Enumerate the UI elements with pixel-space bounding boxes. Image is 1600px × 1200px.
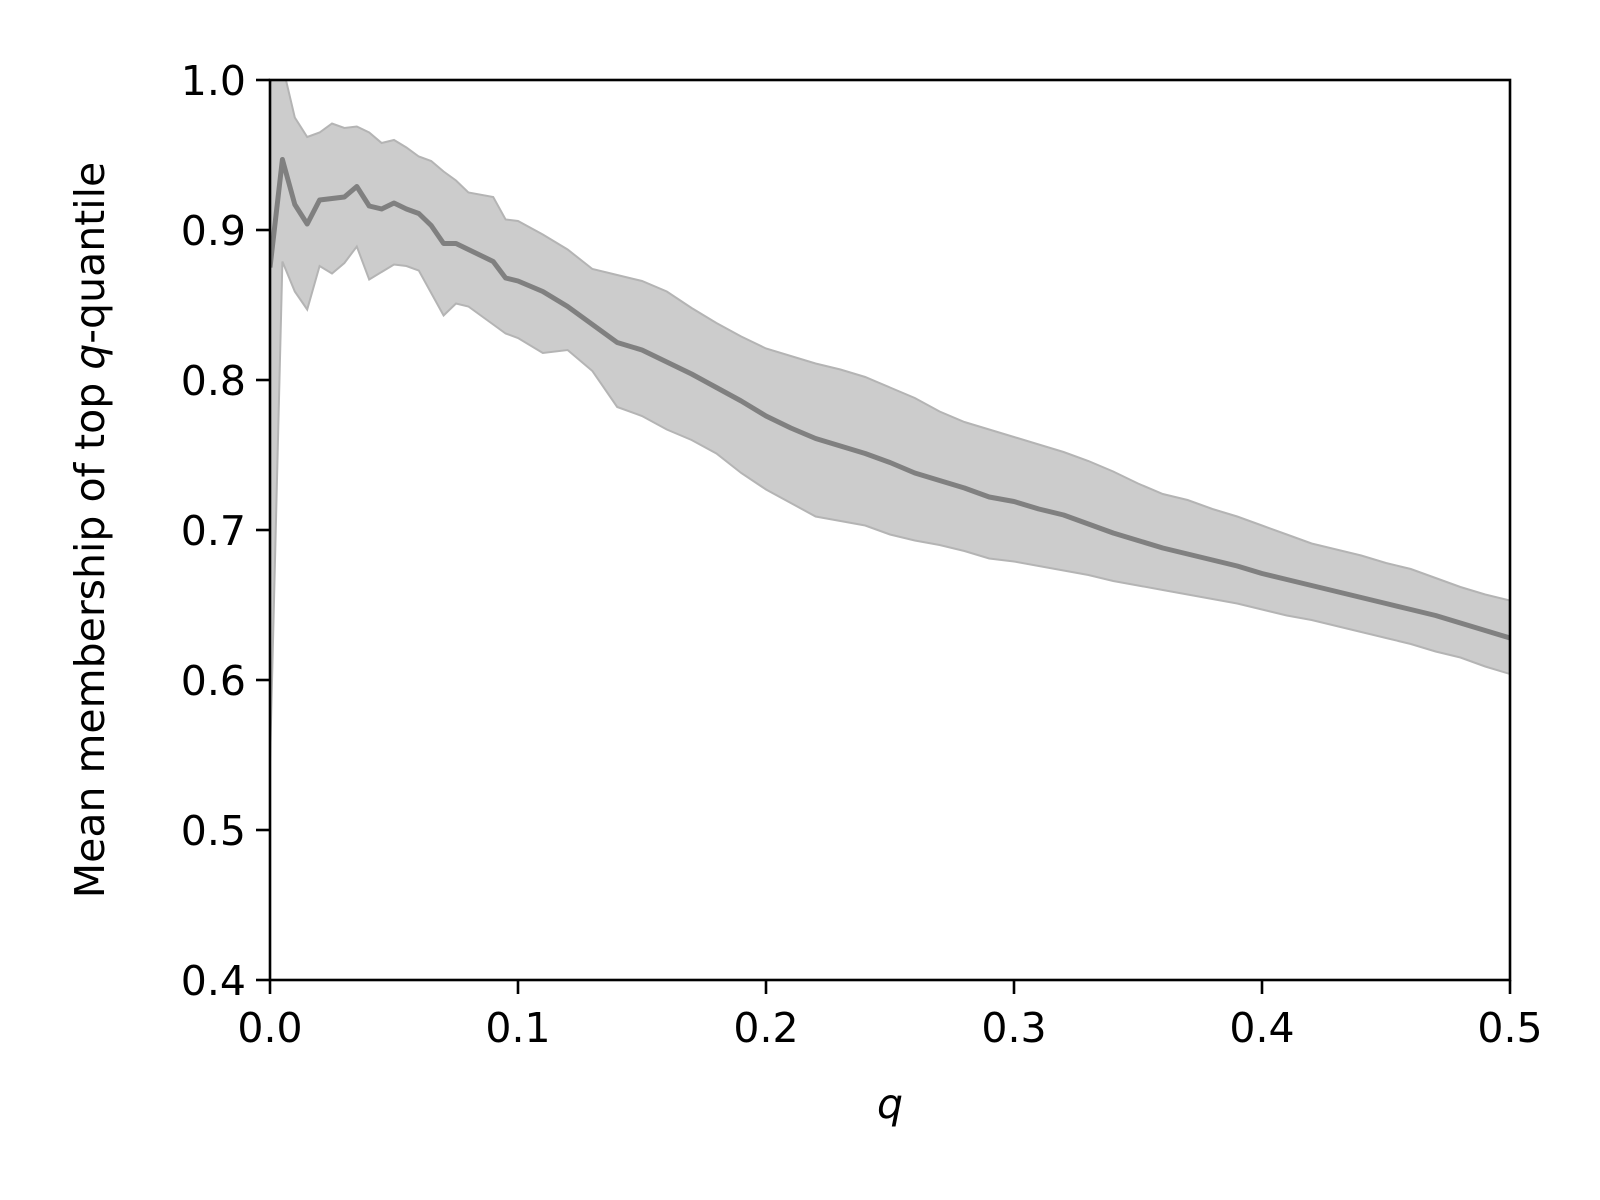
x-tick-label: 0.5	[1477, 1004, 1542, 1052]
y-tick-label: 0.7	[181, 507, 246, 555]
plot-area	[270, 80, 1510, 763]
y-axis: 0.4 0.5 0.6 0.7 0.8 0.9 1.0	[181, 57, 270, 1005]
y-axis-label-prefix: Mean membership of top	[66, 370, 114, 899]
y-tick-label: 0.4	[181, 957, 246, 1005]
y-axis-label-suffix: -quantile	[66, 162, 114, 344]
x-axis-label: q	[877, 1080, 903, 1128]
x-tick-label: 0.4	[1229, 1004, 1294, 1052]
x-tick-label: 0.1	[485, 1004, 550, 1052]
mean-line	[270, 157, 1510, 641]
y-tick-label: 1.0	[181, 57, 246, 105]
confidence-band	[270, 80, 1510, 763]
x-tick-label: 0.0	[237, 1004, 302, 1052]
x-tick-label: 0.3	[981, 1004, 1046, 1052]
x-axis: 0.0 0.1 0.2 0.3 0.4 0.5	[237, 980, 1543, 1052]
y-axis-label: Mean membership of top q-quantile	[66, 162, 114, 899]
x-tick-label: 0.2	[733, 1004, 798, 1052]
y-tick-label: 0.9	[181, 207, 246, 255]
y-tick-label: 0.8	[181, 357, 246, 405]
y-axis-label-italic: q	[66, 344, 114, 370]
y-tick-label: 0.5	[181, 807, 246, 855]
y-tick-label: 0.6	[181, 657, 246, 705]
